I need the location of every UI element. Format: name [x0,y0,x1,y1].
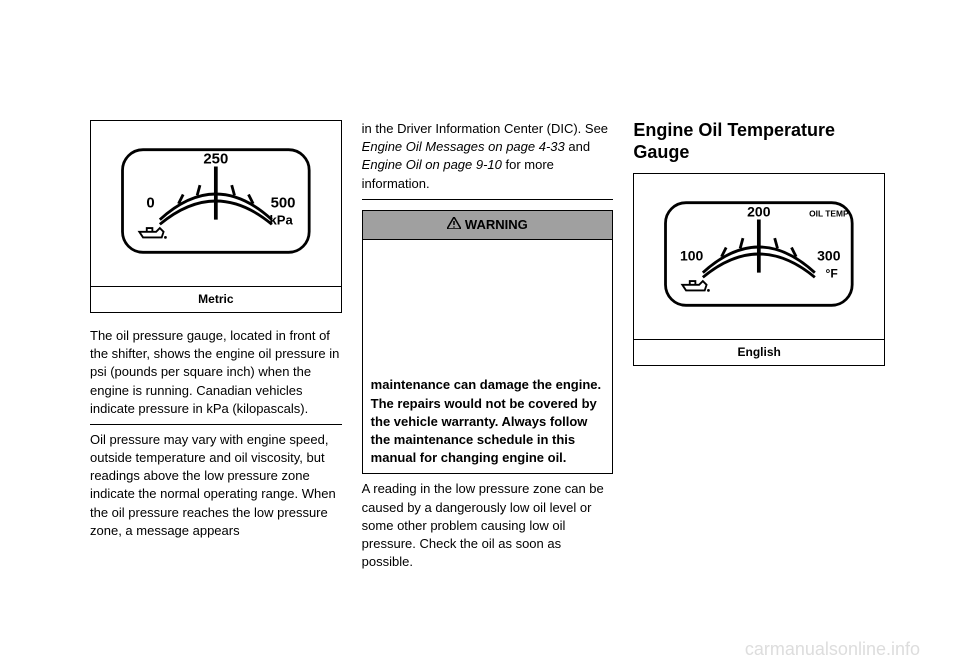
oil-can-icon [683,281,711,292]
engine-oil-messages-ref: Engine Oil Messages on page 4-33 [362,139,565,154]
gauge-mid-val: 200 [748,204,772,220]
gauge-unit: °F [826,267,838,281]
gauge-caption-metric: Metric [90,287,342,313]
oil-temp-gauge-english: 100 200 300 °F OIL TEMP [644,184,874,324]
warning-header: WARNING [362,210,614,241]
gauge-left-val: 0 [146,195,154,212]
oil-pressure-description: The oil pressure gauge, located in front… [90,321,342,425]
gauge-unit: kPa [270,212,294,227]
metric-gauge-figure: 0 250 500 kPa [90,120,342,287]
low-pressure-note: A reading in the low pressure zone can b… [362,474,614,577]
gauge-caption-english: English [633,340,885,366]
engine-oil-ref: Engine Oil on page 9-10 [362,157,502,172]
dic-reference-text: in the Driver Information Center (DIC). … [362,120,614,200]
dic-text-pre: in the Driver Information Center (DIC). … [362,121,608,136]
gauge-corner-label: OIL TEMP [809,209,849,219]
oil-temp-section-title: Engine Oil Temperature Gauge [633,120,885,163]
warning-body-upper [362,240,614,370]
warning-body-text: maintenance can damage the engine. The r… [362,370,614,474]
oil-pressure-variance: Oil pressure may vary with engine speed,… [90,425,342,546]
warning-triangle-icon [447,216,461,234]
english-gauge-figure: 100 200 300 °F OIL TEMP [633,173,885,340]
warning-label: WARNING [465,217,528,232]
gauge-mid-val: 250 [203,151,228,168]
gauge-right-val: 500 [271,195,296,212]
gauge-right-val: 300 [818,248,842,264]
dic-text-mid: and [565,139,590,154]
gauge-left-val: 100 [680,248,704,264]
oil-pressure-gauge-metric: 0 250 500 kPa [101,131,331,271]
watermark-text: carmanualsonline.info [745,637,920,662]
oil-can-icon [139,228,167,239]
